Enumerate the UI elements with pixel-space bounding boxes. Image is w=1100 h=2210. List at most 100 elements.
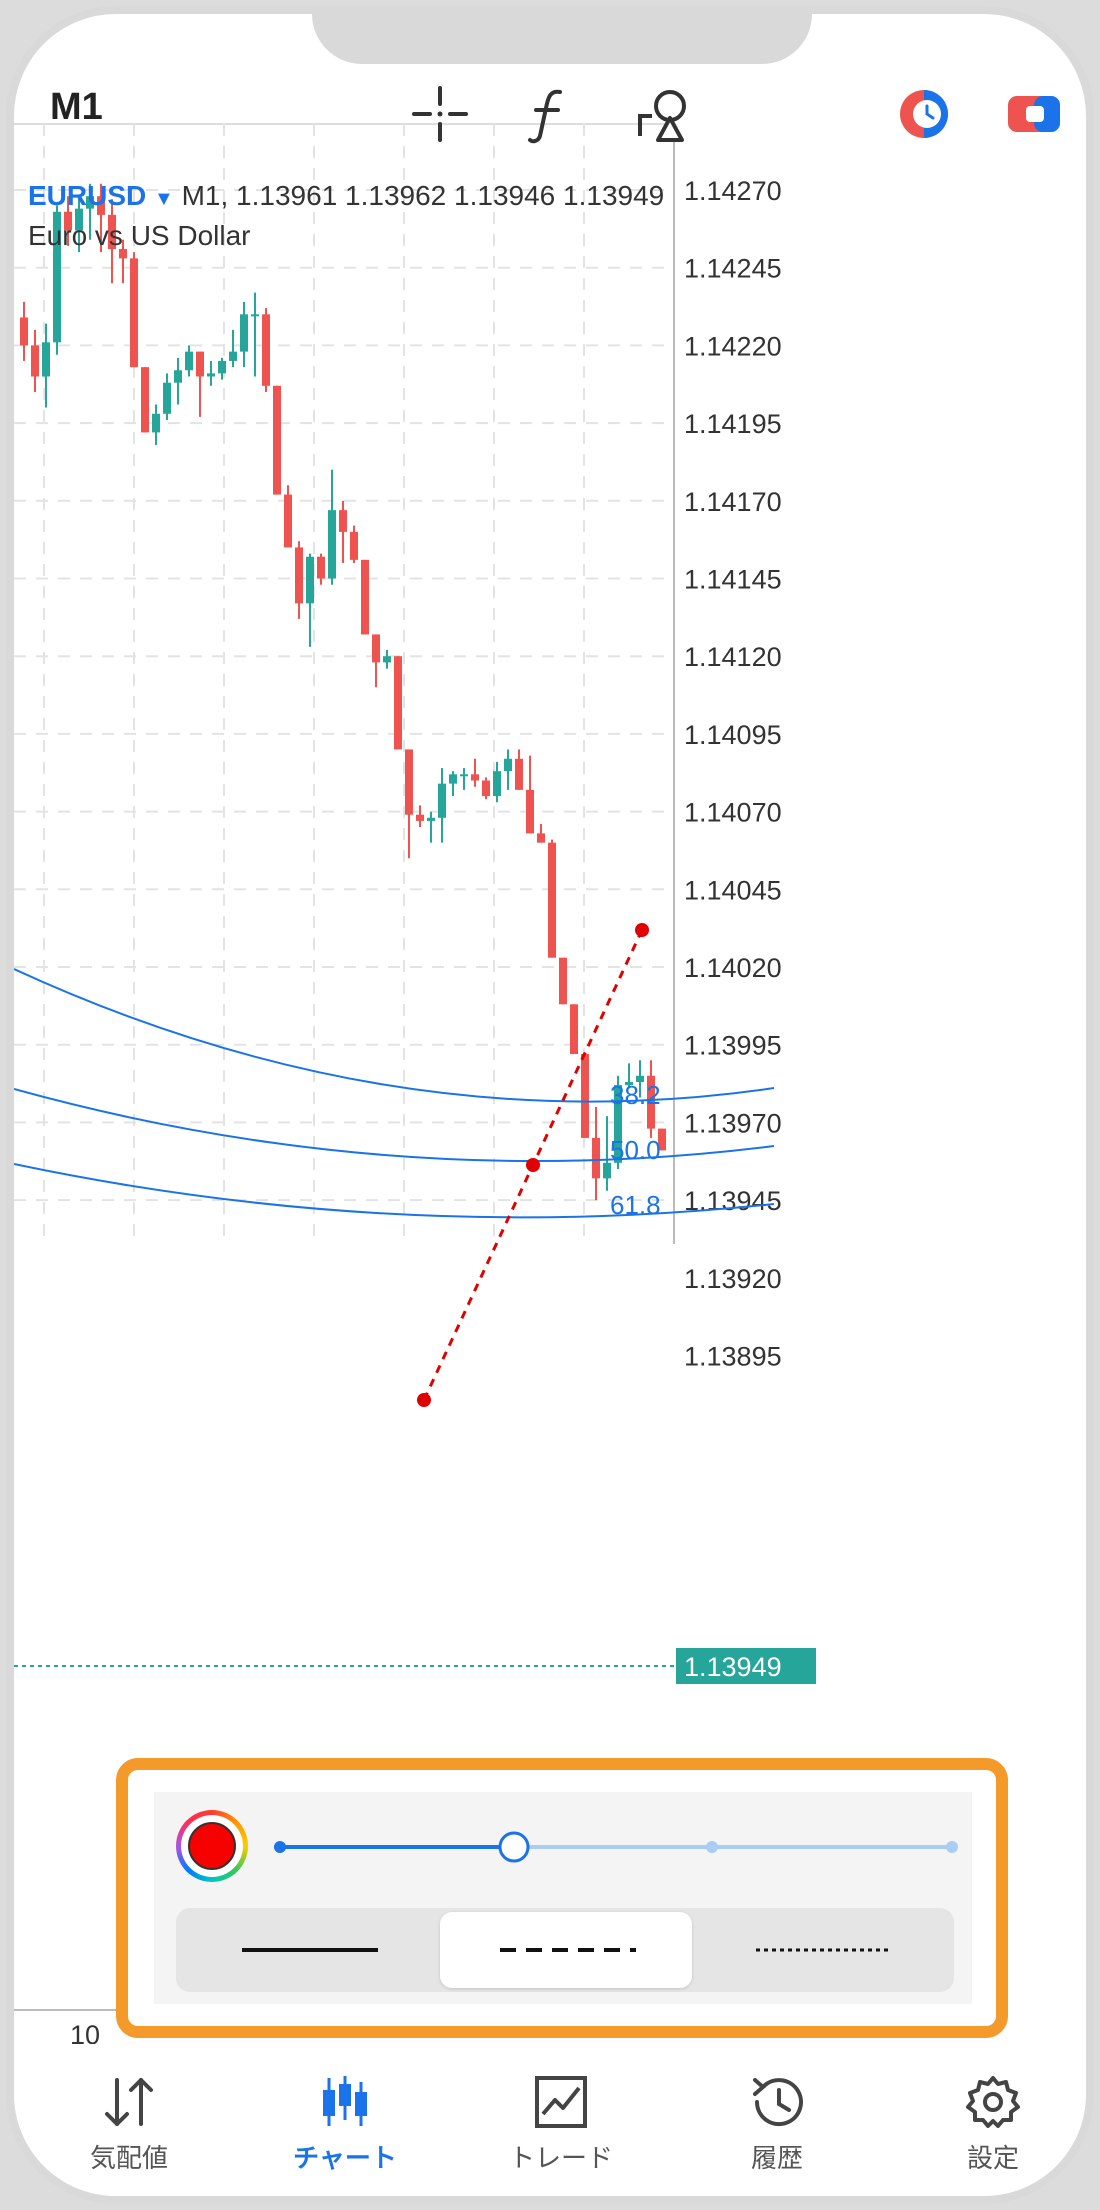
time-axis-label: 10 bbox=[70, 2020, 100, 2044]
ohlc-values: M1, 1.13961 1.13962 1.13946 1.13949 bbox=[181, 180, 665, 211]
trade-icon bbox=[535, 2076, 587, 2128]
symbol-description: Euro vs US Dollar bbox=[28, 220, 251, 251]
candle-body bbox=[284, 494, 292, 548]
candle-body bbox=[614, 1085, 622, 1163]
symbol-name[interactable]: EURUSD bbox=[28, 180, 147, 211]
trade-toggle-icon[interactable] bbox=[1004, 84, 1064, 144]
candle-body bbox=[119, 249, 127, 259]
fibo-arc-61 bbox=[14, 1163, 775, 1219]
candle-body bbox=[317, 556, 325, 579]
candle-body bbox=[449, 774, 457, 784]
price-axis-label: 1.14245 bbox=[684, 254, 782, 284]
line-style-solid[interactable] bbox=[182, 1912, 434, 1988]
symbol-dropdown-icon[interactable]: ▼ bbox=[154, 188, 174, 210]
nav-history[interactable]: 履歴 bbox=[692, 2074, 862, 2175]
candle-body bbox=[273, 385, 281, 495]
candle-body bbox=[108, 214, 116, 250]
candle-body bbox=[416, 814, 424, 821]
timeframe-button[interactable]: M1 bbox=[50, 86, 103, 128]
fibo-arc-50 bbox=[14, 1088, 775, 1163]
candle-body bbox=[482, 780, 490, 797]
candle-body bbox=[526, 789, 534, 834]
price-axis-label: 1.14220 bbox=[684, 331, 782, 361]
candle-body bbox=[592, 1137, 600, 1179]
price-axis-label: 1.14270 bbox=[684, 176, 782, 206]
crosshair-icon[interactable] bbox=[410, 84, 470, 144]
candle-body bbox=[559, 957, 567, 1005]
candle-body bbox=[658, 1128, 666, 1151]
anchor-point bbox=[526, 1158, 540, 1172]
candle-body bbox=[152, 413, 160, 433]
price-axis-label: 1.14120 bbox=[684, 642, 782, 672]
candle-body bbox=[306, 556, 314, 604]
objects-icon[interactable] bbox=[634, 84, 694, 144]
candle-body bbox=[218, 360, 226, 374]
line-style-dashed[interactable] bbox=[440, 1912, 692, 1988]
candle-body bbox=[75, 208, 83, 231]
candle-body bbox=[361, 559, 369, 635]
candle-body bbox=[185, 351, 193, 371]
chart-icon bbox=[323, 2076, 367, 2126]
price-axis-label: 1.13895 bbox=[684, 1342, 782, 1372]
candle-body bbox=[372, 634, 380, 663]
candle-body bbox=[141, 367, 149, 433]
candle-body bbox=[207, 373, 215, 377]
line-style-selector bbox=[176, 1908, 954, 1992]
candle-body bbox=[196, 351, 204, 377]
candle-body bbox=[53, 211, 61, 343]
candle-body bbox=[647, 1075, 655, 1129]
price-axis-label: 1.13995 bbox=[684, 1031, 782, 1061]
candle-body bbox=[405, 749, 413, 815]
function-icon[interactable] bbox=[520, 84, 580, 144]
candle-body bbox=[438, 783, 446, 818]
fibo-arc-38 bbox=[14, 968, 775, 1103]
color-picker-button[interactable] bbox=[176, 1810, 248, 1882]
nav-quotes[interactable]: 気配値 bbox=[44, 2074, 214, 2175]
nav-settings[interactable]: 設定 bbox=[908, 2074, 1078, 2175]
candle-body bbox=[603, 1162, 611, 1179]
selected-color-swatch bbox=[188, 1822, 236, 1870]
price-chart[interactable]: 1.14270 1.14245 1.14220 1.14195 1.14170 1.141… bbox=[14, 14, 1086, 2044]
phone-frame: 1.14270 1.14245 1.14220 1.14195 1.14170 1.141… bbox=[6, 6, 1094, 2204]
candle-body bbox=[42, 342, 50, 377]
candle-body bbox=[427, 817, 435, 821]
quotes-icon bbox=[105, 2078, 153, 2126]
candle-body bbox=[383, 656, 391, 663]
price-axis-label: 1.14170 bbox=[684, 487, 782, 517]
candle-body bbox=[460, 774, 468, 777]
candle-body bbox=[20, 317, 28, 346]
candle-body bbox=[97, 196, 105, 215]
candle-body bbox=[339, 510, 347, 532]
candle-body bbox=[174, 370, 182, 383]
slider-thumb bbox=[498, 1831, 530, 1863]
settings-icon bbox=[966, 2076, 1020, 2128]
candle-body bbox=[394, 656, 402, 750]
anchor-point bbox=[417, 1393, 431, 1407]
current-price-label: 1.13949 bbox=[684, 1652, 782, 1682]
symbol-info: EURUSD ▼ M1, 1.13961 1.13962 1.13946 1.1… bbox=[28, 180, 664, 212]
line-width-slider[interactable] bbox=[272, 1822, 962, 1872]
top-toolbar: M1 bbox=[14, 64, 1086, 164]
candle-body bbox=[295, 547, 303, 604]
price-axis-label: 1.14195 bbox=[684, 409, 782, 439]
candle-body bbox=[328, 510, 336, 579]
candle-body bbox=[625, 1081, 633, 1086]
candle-body bbox=[493, 771, 501, 797]
fibo-level-label: 38.2 bbox=[610, 1080, 661, 1110]
candle-body bbox=[537, 833, 545, 843]
nav-trade[interactable]: トレード bbox=[476, 2074, 646, 2175]
candle-body bbox=[86, 196, 94, 209]
candle-body bbox=[581, 1054, 589, 1138]
candle-body bbox=[350, 531, 358, 560]
candle-body bbox=[163, 382, 171, 414]
history-icon bbox=[753, 2078, 803, 2127]
nav-chart[interactable]: チャート bbox=[260, 2074, 430, 2175]
candle-body bbox=[130, 258, 138, 368]
fibo-level-label: 50.0 bbox=[610, 1135, 661, 1165]
price-axis-label: 1.14020 bbox=[684, 953, 782, 983]
candle-body bbox=[471, 774, 479, 781]
candle-body bbox=[64, 211, 72, 231]
line-style-dotted[interactable] bbox=[696, 1912, 948, 1988]
one-click-trading-icon[interactable] bbox=[894, 84, 954, 144]
candle-body bbox=[251, 314, 259, 317]
